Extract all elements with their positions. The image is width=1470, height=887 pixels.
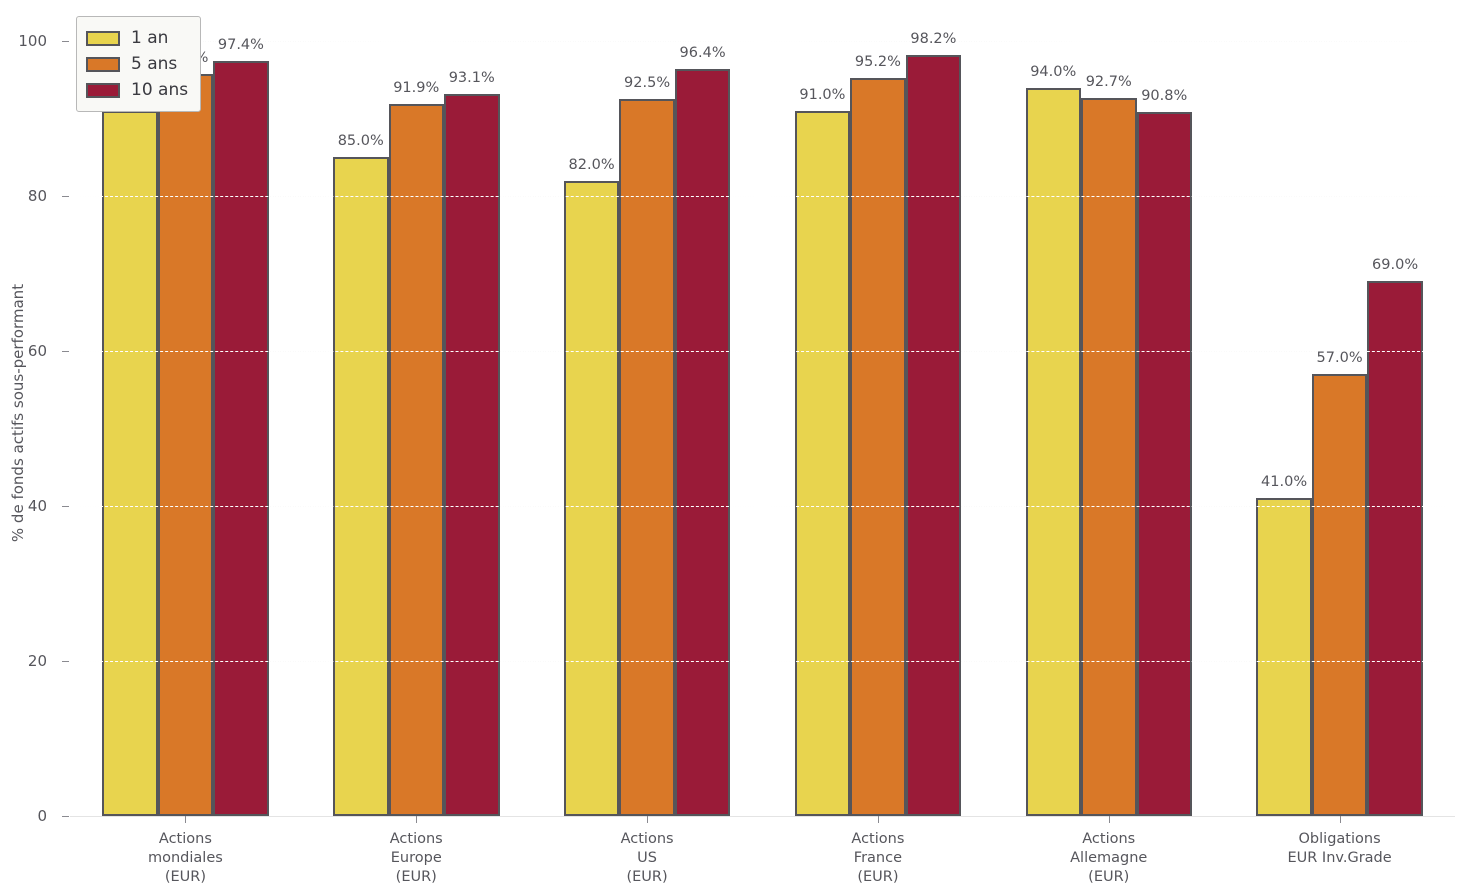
legend-color-swatch xyxy=(86,56,120,72)
bar[interactable] xyxy=(333,157,389,816)
bar[interactable] xyxy=(794,110,851,816)
gridline-overlay xyxy=(70,661,1455,662)
legend-rows: 1 an 5 ans 10 ans xyxy=(86,25,188,103)
gridline-overlay xyxy=(70,41,1455,42)
gridline-overlay xyxy=(70,351,1455,352)
bar-value-label: 92.5% xyxy=(624,75,671,92)
gridline-overlay xyxy=(70,506,1455,507)
x-axis-tick-mark xyxy=(416,816,418,823)
x-axis-line xyxy=(70,816,1455,817)
legend-item-10-ans[interactable]: 10 ans xyxy=(86,77,188,103)
bar[interactable] xyxy=(1311,374,1368,816)
x-axis-category-label: Actions mondiales (EUR) xyxy=(148,831,223,885)
bar-value-label: 96.4% xyxy=(679,44,726,61)
bar[interactable] xyxy=(674,68,731,816)
legend-color-swatch xyxy=(86,82,120,98)
x-axis-category-label: Actions Allemagne (EUR) xyxy=(1070,831,1148,885)
bar[interactable] xyxy=(563,180,620,816)
bar-value-label: 93.1% xyxy=(448,70,495,87)
y-axis-tick-label: 40 xyxy=(27,497,47,515)
bar-value-label: 94.0% xyxy=(1030,63,1077,80)
bar-value-label: 69.0% xyxy=(1372,257,1419,274)
bar-value-label: 82.0% xyxy=(568,156,615,173)
bar-value-label: 41.0% xyxy=(1261,474,1308,491)
bar[interactable] xyxy=(850,78,906,816)
y-axis-tick-mark xyxy=(62,351,69,352)
y-axis-label: % de fonds actifs sous-performant xyxy=(9,283,27,543)
x-axis-tick-mark xyxy=(1339,816,1341,823)
gridline-overlay xyxy=(70,196,1455,197)
bar[interactable] xyxy=(444,94,500,816)
bar[interactable] xyxy=(1081,97,1137,816)
bar[interactable] xyxy=(102,110,158,816)
x-axis-tick-mark xyxy=(1108,816,1110,823)
y-axis-tick-label: 60 xyxy=(27,342,47,360)
bar-value-label: 95.2% xyxy=(854,54,901,71)
bar[interactable] xyxy=(905,54,962,816)
plot-area: 0 20 40 60 80 100 % de fonds actifs sous-perf… xyxy=(9,10,1455,885)
bar-value-label: 57.0% xyxy=(1316,350,1363,367)
bar[interactable] xyxy=(1367,281,1423,816)
bar[interactable] xyxy=(1025,87,1081,816)
bar-value-label: 92.7% xyxy=(1085,73,1132,90)
x-axis-category-label: Actions Europe (EUR) xyxy=(389,831,443,885)
x-axis-category-label: Actions US (EUR) xyxy=(620,831,674,885)
y-axis-tick-mark xyxy=(62,41,69,42)
x-axis-category-label: Actions France (EUR) xyxy=(851,831,905,885)
bar-value-label: 97.4% xyxy=(217,37,264,54)
bar-value-label: 98.2% xyxy=(910,30,957,47)
legend[interactable]: 1 an 5 ans 10 ans xyxy=(76,16,202,112)
y-axis-tick-label: 0 xyxy=(37,807,47,825)
legend-label: 5 ans xyxy=(131,54,178,74)
bar[interactable] xyxy=(1136,112,1192,816)
y-axis-tick-mark xyxy=(62,816,69,817)
bar-value-label: 91.9% xyxy=(393,79,440,96)
bar-value-label: 90.8% xyxy=(1141,88,1188,105)
y-axis-tick-mark xyxy=(62,661,69,662)
x-axis-tick-mark xyxy=(185,816,187,823)
y-axis-tick-label: 20 xyxy=(27,652,47,670)
legend-item-5-ans[interactable]: 5 ans xyxy=(86,51,188,77)
bar-value-label: 91.0% xyxy=(799,86,846,103)
y-axis-tick-mark xyxy=(62,196,69,197)
legend-label: 1 an xyxy=(131,28,169,48)
bar[interactable] xyxy=(157,74,214,816)
bar-value-label: 85.0% xyxy=(337,133,384,150)
bar[interactable] xyxy=(213,61,269,816)
x-axis-tick-mark xyxy=(877,816,879,823)
bar[interactable] xyxy=(1256,498,1312,816)
x-axis-tick-mark xyxy=(647,816,649,823)
legend-label: 10 ans xyxy=(131,80,189,100)
bar[interactable] xyxy=(388,103,444,816)
legend-color-swatch xyxy=(86,30,120,46)
y-axis-tick-mark xyxy=(62,506,69,507)
y-axis-tick-label: 100 xyxy=(18,32,47,50)
bar[interactable] xyxy=(619,99,675,816)
y-axis-tick-label: 80 xyxy=(27,187,47,205)
legend-item-1-an[interactable]: 1 an xyxy=(86,25,188,51)
x-axis-category-label: Obligations EUR Inv.Grade xyxy=(1287,831,1392,866)
